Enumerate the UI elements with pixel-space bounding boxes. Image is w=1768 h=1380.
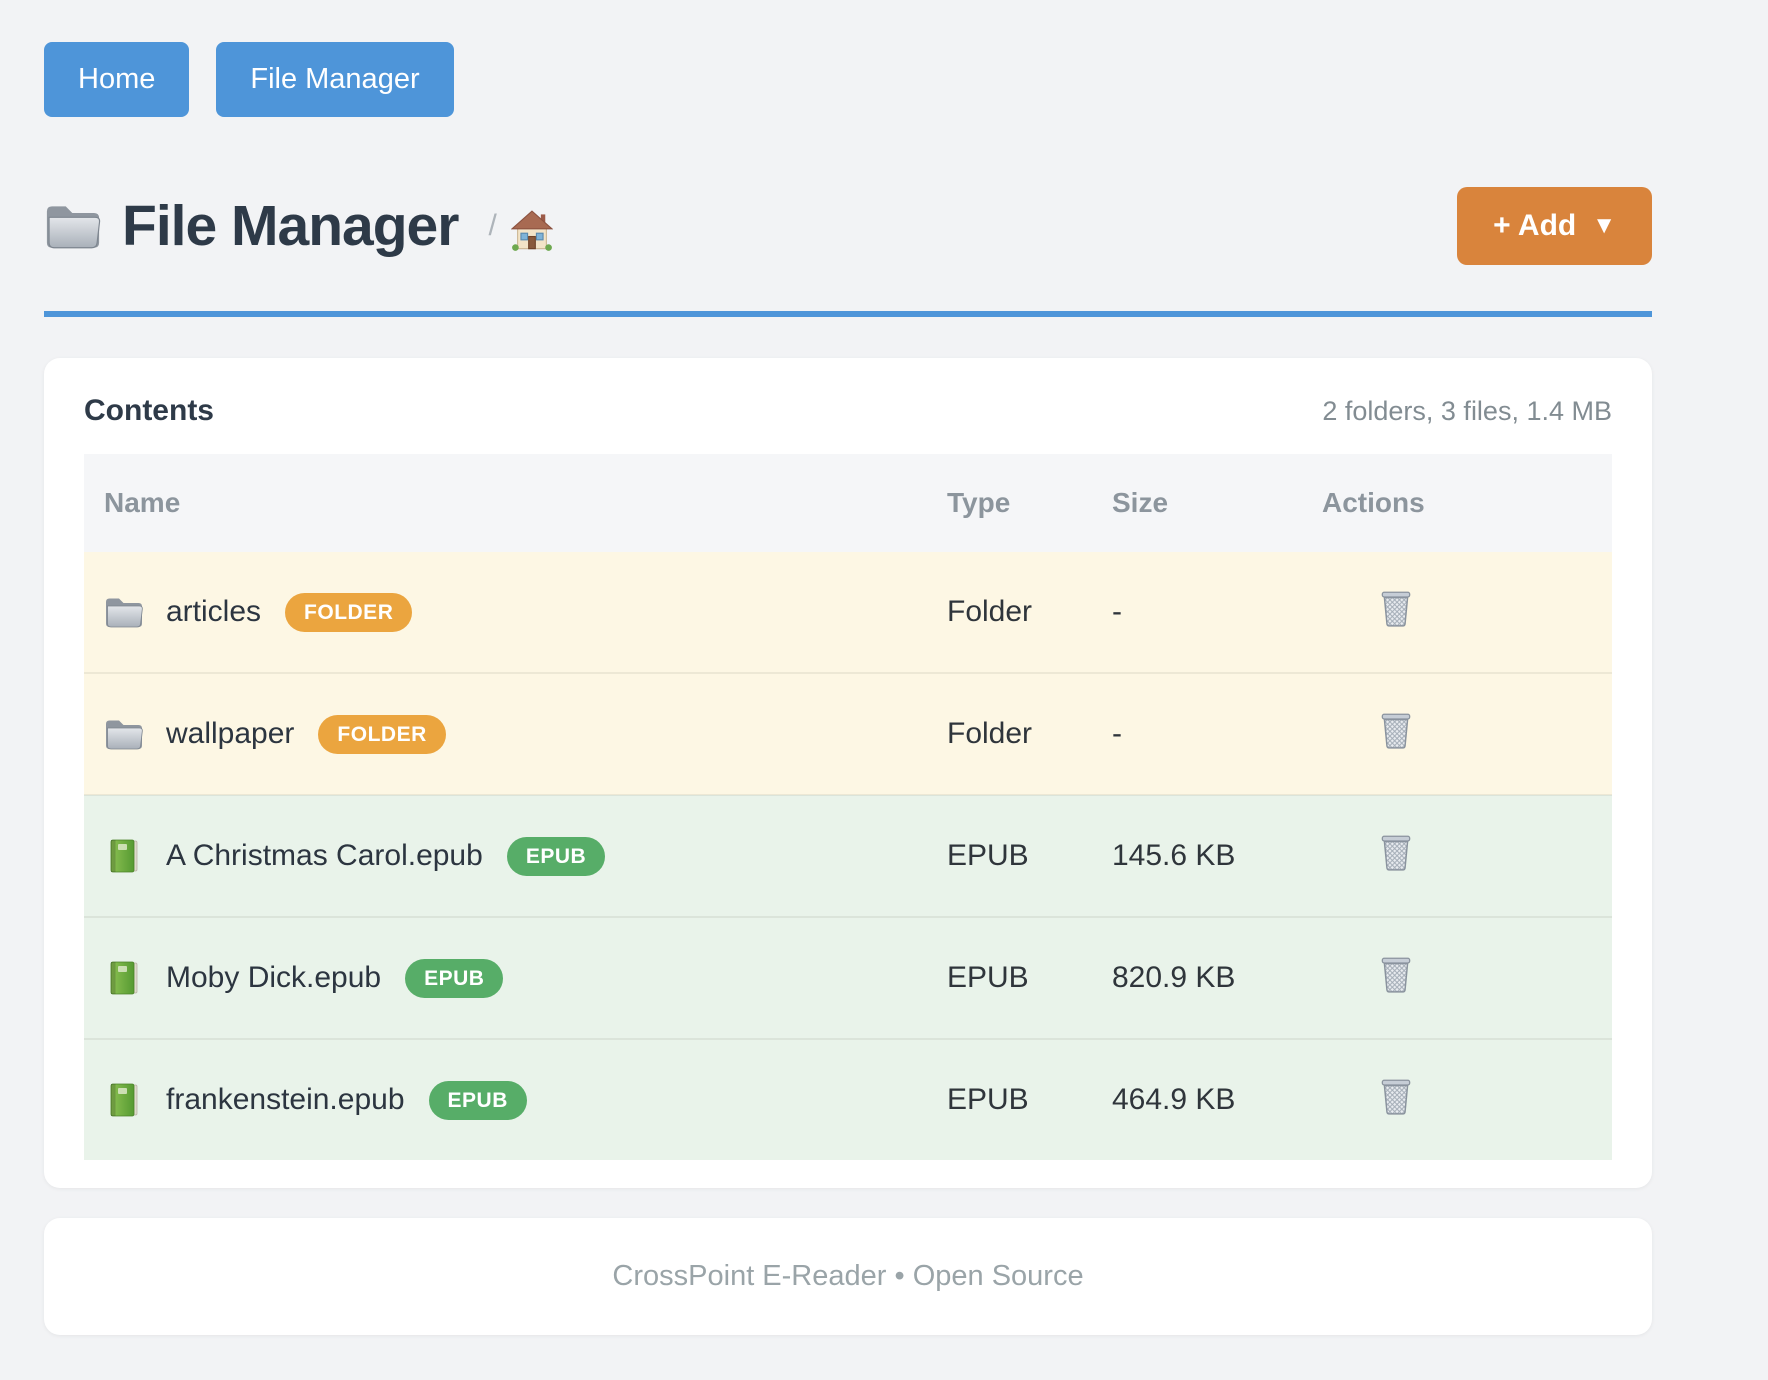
contents-card: Contents 2 folders, 3 files, 1.4 MB Name… xyxy=(44,358,1652,1188)
trash-icon xyxy=(1378,1076,1414,1116)
page-title: File Manager xyxy=(122,194,459,258)
add-button[interactable]: + Add ▼ xyxy=(1457,187,1652,265)
table-header-row: Name Type Size Actions xyxy=(84,454,1612,552)
page-header: File Manager / + Add ▼ xyxy=(44,187,1652,265)
type-badge: FOLDER xyxy=(285,592,413,632)
file-name: wallpaper xyxy=(166,717,295,750)
contents-heading: Contents xyxy=(84,394,214,427)
top-nav: Home File Manager xyxy=(44,42,1652,117)
trash-icon xyxy=(1378,710,1414,750)
table-row[interactable]: frankenstein.epub EPUB EPUB 464.9 KB xyxy=(84,1038,1612,1160)
column-header-name: Name xyxy=(84,454,937,552)
trash-icon xyxy=(1378,588,1414,628)
type-badge: EPUB xyxy=(428,1080,527,1120)
table-row[interactable]: articles FOLDER Folder - xyxy=(84,552,1612,673)
file-size: 464.9 KB xyxy=(1102,1038,1312,1160)
delete-button[interactable] xyxy=(1378,832,1414,872)
chevron-down-icon: ▼ xyxy=(1592,212,1616,239)
file-name: A Christmas Carol.epub xyxy=(166,839,483,872)
table-row[interactable]: wallpaper FOLDER Folder - xyxy=(84,672,1612,795)
file-table-body: articles FOLDER Folder - wallpaper FOLDER Fol… xyxy=(84,552,1612,1160)
home-icon[interactable] xyxy=(510,210,553,252)
folder-icon xyxy=(104,594,144,630)
contents-summary: 2 folders, 3 files, 1.4 MB xyxy=(1322,396,1612,426)
footer: CrossPoint E-Reader • Open Source xyxy=(44,1218,1652,1335)
column-header-actions: Actions xyxy=(1312,454,1612,552)
file-size: - xyxy=(1112,595,1122,628)
add-button-label: + Add xyxy=(1493,209,1577,242)
type-badge: EPUB xyxy=(506,836,606,876)
delete-button[interactable] xyxy=(1378,1076,1414,1116)
table-row[interactable]: Moby Dick.epub EPUB EPUB 820.9 KB xyxy=(84,916,1612,1039)
type-badge: FOLDER xyxy=(318,714,446,754)
file-size: - xyxy=(1102,672,1312,795)
delete-button[interactable] xyxy=(1378,954,1414,994)
file-name: articles xyxy=(166,595,262,628)
nav-file-manager-button[interactable]: File Manager xyxy=(216,42,454,117)
trash-icon xyxy=(1378,954,1414,994)
footer-text: CrossPoint E-Reader • Open Source xyxy=(612,1260,1084,1292)
book-icon xyxy=(104,838,144,874)
file-size: 145.6 KB xyxy=(1102,794,1312,917)
book-icon xyxy=(104,1082,144,1118)
file-name: frankenstein.epub xyxy=(166,1083,405,1116)
file-size: 820.9 KB xyxy=(1102,916,1312,1039)
nav-home-button[interactable]: Home xyxy=(44,42,190,117)
file-type: Folder xyxy=(947,595,1033,628)
file-table: Name Type Size Actions articles FOLDER Fol… xyxy=(84,454,1612,1160)
file-type: EPUB xyxy=(937,1038,1102,1160)
breadcrumb-separator: / xyxy=(488,209,497,242)
type-badge: EPUB xyxy=(405,958,504,998)
folder-icon xyxy=(104,716,144,752)
delete-button[interactable] xyxy=(1378,710,1414,750)
page: Home File Manager File Manager / + Add ▼… xyxy=(44,0,1652,1335)
column-header-type: Type xyxy=(937,454,1102,552)
folder-icon xyxy=(44,201,102,251)
file-type: EPUB xyxy=(937,794,1102,917)
header-divider xyxy=(44,311,1652,317)
column-header-size: Size xyxy=(1102,454,1312,552)
delete-button[interactable] xyxy=(1378,588,1414,628)
table-row[interactable]: A Christmas Carol.epub EPUB EPUB 145.6 KB xyxy=(84,794,1612,917)
file-type: Folder xyxy=(937,672,1102,795)
trash-icon xyxy=(1378,832,1414,872)
file-type: EPUB xyxy=(937,916,1102,1039)
book-icon xyxy=(104,960,144,996)
file-name: Moby Dick.epub xyxy=(166,961,382,994)
